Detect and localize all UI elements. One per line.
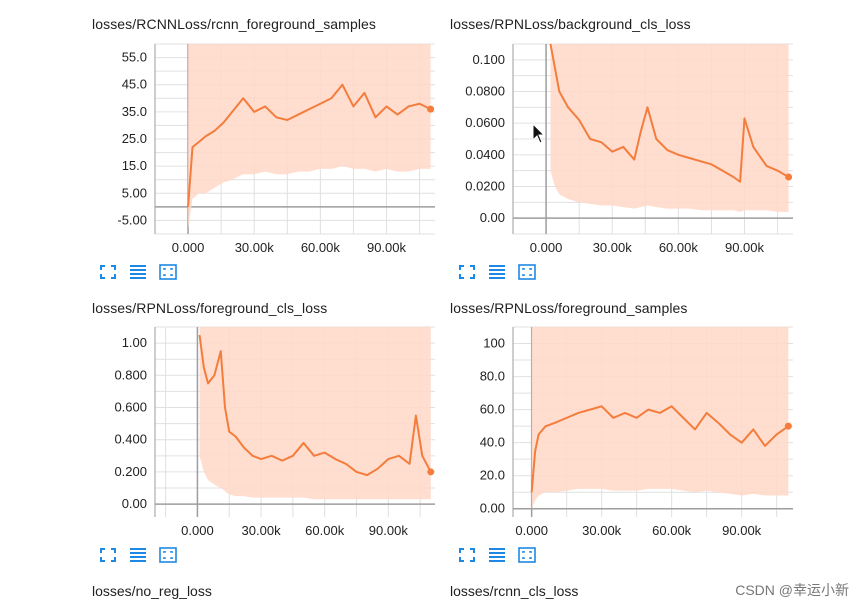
fit-domain-icon[interactable] — [157, 262, 179, 282]
y-tick-label: 100 — [483, 336, 505, 351]
y-tick-label: 20.0 — [480, 468, 505, 483]
chart-plot: -5.00 5.00 15.0 25.0 35.0 45.0 55.0 0.000 30.00k… — [117, 43, 435, 255]
chart-plot: 0.00 0.0200 0.0400 0.0600 0.0800 0.100 0.000 30… — [465, 43, 793, 255]
y-tick-label: 1.00 — [122, 335, 147, 350]
series-range-band — [188, 44, 431, 229]
series-line — [530, 405, 789, 493]
y-tick-label: 35.0 — [122, 104, 147, 119]
x-tick-label: 0.000 — [530, 240, 563, 255]
series-end-point — [427, 105, 435, 113]
chart-toolbar — [97, 262, 179, 282]
x-tick-label: 0.000 — [515, 523, 548, 538]
y-tick-label: 15.0 — [122, 158, 147, 173]
y-tick-label: 0.400 — [114, 432, 147, 447]
chart-title: losses/no_reg_loss — [92, 583, 212, 599]
mouse-cursor-icon — [532, 123, 546, 144]
x-tick-label: 30.00k — [235, 240, 275, 255]
x-tick-label: 90.00k — [369, 523, 409, 538]
series-line — [198, 334, 432, 477]
chart-title: losses/RPNLoss/foreground_samples — [450, 300, 688, 316]
toggle-lines-icon[interactable] — [486, 545, 508, 565]
x-tick-label: 60.00k — [301, 240, 341, 255]
x-tick-label: 60.00k — [305, 523, 345, 538]
x-tick-label: 30.00k — [582, 523, 622, 538]
series-line — [187, 83, 432, 207]
series-range-band — [531, 327, 789, 509]
x-tick-label: 0.000 — [181, 523, 214, 538]
y-tick-label: 0.00 — [480, 210, 505, 225]
x-tick-label: 60.00k — [652, 523, 692, 538]
series-range-band — [550, 44, 789, 212]
series-line — [549, 43, 790, 183]
y-tick-label: -5.00 — [117, 212, 147, 227]
chart-toolbar — [456, 545, 538, 565]
y-tick-label: 0.0600 — [465, 115, 505, 130]
y-tick-label: 40.0 — [480, 435, 505, 450]
chart-plot: 0.00 20.0 40.0 60.0 80.0 100 0.000 30.00k 60.00k… — [480, 326, 793, 538]
expand-icon[interactable] — [97, 545, 119, 565]
series-end-point — [427, 468, 435, 476]
series-end-point — [785, 173, 793, 181]
y-tick-label: 80.0 — [480, 369, 505, 384]
x-tick-label: 90.00k — [722, 523, 762, 538]
expand-icon[interactable] — [456, 545, 478, 565]
y-tick-label: 0.100 — [472, 52, 505, 67]
chart-title: losses/RPNLoss/background_cls_loss — [450, 16, 691, 32]
y-tick-label: 0.00 — [480, 501, 505, 516]
x-tick-label: 30.00k — [593, 240, 633, 255]
x-tick-label: 90.00k — [725, 240, 765, 255]
y-tick-label: 0.00 — [122, 496, 147, 511]
y-tick-label: 0.0200 — [465, 179, 505, 194]
y-tick-label: 0.200 — [114, 464, 147, 479]
y-tick-label: 0.0400 — [465, 147, 505, 162]
toggle-lines-icon[interactable] — [486, 262, 508, 282]
chart-title: losses/RCNNLoss/rcnn_foreground_samples — [92, 16, 377, 32]
chart-title: losses/RPNLoss/foreground_cls_loss — [92, 300, 328, 316]
series-end-point — [784, 422, 792, 430]
fit-domain-icon[interactable] — [516, 545, 538, 565]
y-tick-label: 60.0 — [480, 402, 505, 417]
fit-domain-icon[interactable] — [157, 545, 179, 565]
chart-toolbar — [456, 262, 538, 282]
toggle-lines-icon[interactable] — [127, 545, 149, 565]
y-tick-label: 0.800 — [114, 367, 147, 382]
y-tick-label: 45.0 — [122, 77, 147, 92]
x-tick-label: 30.00k — [242, 523, 282, 538]
x-tick-label: 0.000 — [172, 240, 205, 255]
x-tick-label: 90.00k — [367, 240, 407, 255]
y-tick-label: 25.0 — [122, 131, 147, 146]
expand-icon[interactable] — [456, 262, 478, 282]
chart-toolbar — [97, 545, 179, 565]
series-range-band — [199, 327, 431, 500]
watermark: CSDN @幸运小新 — [735, 582, 849, 598]
toggle-lines-icon[interactable] — [127, 262, 149, 282]
y-tick-label: 0.0800 — [465, 84, 505, 99]
x-tick-label: 60.00k — [659, 240, 699, 255]
chart-title: losses/rcnn_cls_loss — [450, 583, 579, 599]
y-tick-label: 55.0 — [122, 50, 147, 65]
fit-domain-icon[interactable] — [516, 262, 538, 282]
chart-plot: 0.00 0.200 0.400 0.600 0.800 1.00 0.000 30.00k 6… — [114, 326, 435, 538]
y-tick-label: 5.00 — [122, 185, 147, 200]
expand-icon[interactable] — [97, 262, 119, 282]
y-tick-label: 0.600 — [114, 400, 147, 415]
